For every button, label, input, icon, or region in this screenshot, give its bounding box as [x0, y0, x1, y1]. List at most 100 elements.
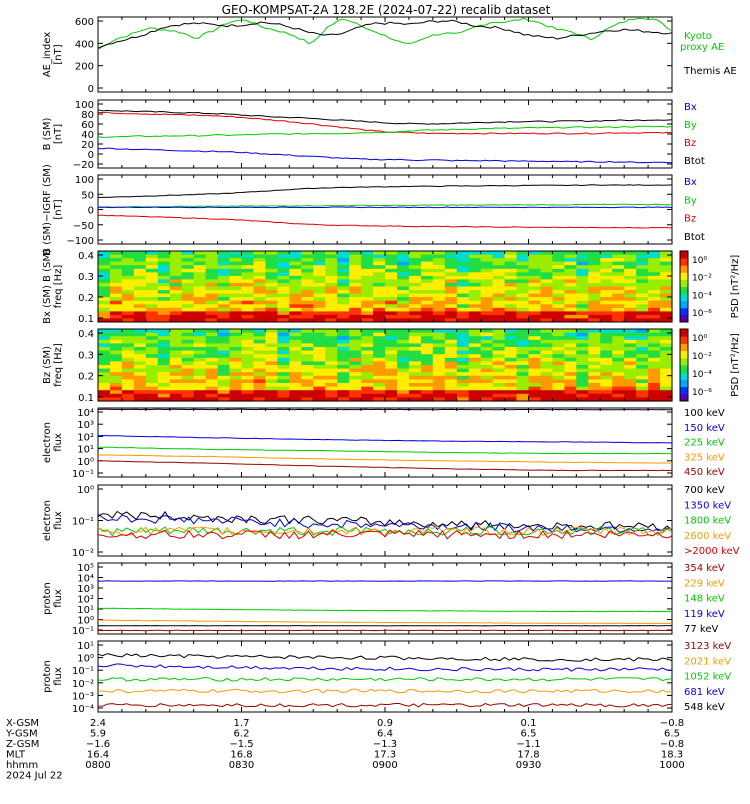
- spectrogram-cell: [158, 394, 171, 398]
- colorbar-tick-label: 10⁻²: [692, 274, 712, 284]
- spectrogram-cell: [313, 269, 326, 273]
- spectrogram-cell: [158, 365, 171, 369]
- spectrogram-cell: [218, 347, 231, 351]
- spectrogram-cell: [481, 336, 494, 340]
- spectrogram-cell: [481, 383, 494, 387]
- spectrogram-cell: [529, 347, 542, 351]
- spectrogram-cell: [541, 365, 554, 369]
- spectrogram-cell: [122, 269, 135, 273]
- spectrogram-cell: [218, 394, 231, 398]
- spectrogram-cell: [505, 272, 518, 276]
- spectrogram-cell: [158, 297, 171, 301]
- spectrogram-cell: [541, 304, 554, 308]
- spectrogram-cell: [373, 369, 386, 373]
- spectrogram-cell: [612, 394, 625, 398]
- spectrogram-cell: [158, 358, 171, 362]
- spectrogram-cell: [242, 387, 255, 391]
- series-line: [98, 608, 672, 611]
- spectrogram-cell: [409, 311, 422, 315]
- spectrogram-cell: [564, 304, 577, 308]
- legend-label: 450 keV: [684, 467, 725, 478]
- spectrogram-cell: [529, 301, 542, 305]
- spectrogram-cell: [98, 283, 111, 287]
- spectrogram-cell: [385, 394, 398, 398]
- spectrogram-cell: [385, 283, 398, 287]
- spectrogram-cell: [397, 251, 410, 255]
- spectrogram-cell: [660, 369, 673, 373]
- spectrogram-cell: [325, 365, 338, 369]
- spectrogram-cell: [457, 315, 470, 319]
- spectrogram-cell: [481, 290, 494, 294]
- spectrogram-cell: [230, 379, 243, 383]
- spectrogram-cell: [660, 276, 673, 280]
- spectrogram-cell: [230, 340, 243, 344]
- spectrogram-cell: [600, 287, 613, 291]
- spectrogram-cell: [289, 265, 302, 269]
- spectrogram-cell: [636, 269, 649, 273]
- spectrogram-cell: [325, 272, 338, 276]
- spectrogram-cell: [636, 369, 649, 373]
- spectrogram-cell: [600, 301, 613, 305]
- spectrogram-cell: [361, 265, 374, 269]
- series-line-bx: [98, 148, 672, 163]
- spectrogram-cell: [301, 258, 314, 262]
- spectrogram-cell: [146, 308, 159, 312]
- spectrogram-cell: [170, 301, 183, 305]
- spectrogram-cell: [230, 290, 243, 294]
- spectrogram-cell: [230, 276, 243, 280]
- colorbar-segment: [680, 351, 688, 359]
- spectrogram-cell: [624, 262, 637, 266]
- spectrogram-cell: [529, 279, 542, 283]
- spectrogram-cell: [170, 347, 183, 351]
- spectrogram-cell: [588, 379, 601, 383]
- footer-value: −1.1: [516, 739, 540, 750]
- colorbar-segment: [680, 379, 688, 387]
- spectrogram-cell: [624, 308, 637, 312]
- spectrogram-cell: [98, 390, 111, 394]
- spectrogram-cell: [242, 276, 255, 280]
- y-tick-label: 10⁻¹: [72, 666, 94, 677]
- spectrogram-cell: [648, 354, 661, 358]
- spectrogram-cell: [588, 369, 601, 373]
- legend-label: 700 keV: [684, 485, 725, 496]
- spectrogram-cell: [242, 272, 255, 276]
- spectrogram-cell: [552, 272, 565, 276]
- spectrogram-cell: [349, 336, 362, 340]
- spectrogram-cell: [445, 333, 458, 337]
- spectrogram-cell: [624, 351, 637, 355]
- spectrogram-cell: [134, 372, 147, 376]
- spectrogram-cell: [373, 365, 386, 369]
- spectrogram-cell: [552, 343, 565, 347]
- spectrogram-cell: [230, 383, 243, 387]
- spectrogram-cell: [660, 297, 673, 301]
- spectrogram-cell: [469, 333, 482, 337]
- spectrogram-cell: [409, 272, 422, 276]
- spectrogram-cell: [397, 290, 410, 294]
- spectrogram-cell: [636, 279, 649, 283]
- spectrogram-cell: [648, 297, 661, 301]
- spectrogram-cell: [206, 376, 219, 380]
- spectrogram-cell: [397, 311, 410, 315]
- spectrogram-cell: [541, 369, 554, 373]
- spectrogram-cell: [146, 276, 159, 280]
- spectrogram-cell: [277, 272, 290, 276]
- spectrogram-cell: [182, 258, 195, 262]
- y-tick-label: 10⁰: [77, 616, 94, 627]
- spectrogram-cell: [421, 354, 434, 358]
- spectrogram-cell: [218, 311, 231, 315]
- spectrogram-cell: [158, 276, 171, 280]
- spectrogram-cell: [289, 301, 302, 305]
- spectrogram-cell: [230, 387, 243, 391]
- legend-label: 325 keV: [684, 452, 725, 463]
- footer-value: 6.5: [664, 729, 680, 740]
- spectrogram-cell: [517, 361, 530, 365]
- spectrogram-cell: [564, 387, 577, 391]
- series-line: [98, 678, 672, 682]
- spectrogram-cell: [194, 279, 207, 283]
- spectrogram-cell: [158, 383, 171, 387]
- spectrogram-cell: [636, 351, 649, 355]
- spectrogram-cell: [361, 258, 374, 262]
- footer-row-label: 2024 Jul 22: [6, 771, 63, 782]
- spectrogram-cell: [612, 258, 625, 262]
- legend-label: 1350 keV: [684, 500, 731, 511]
